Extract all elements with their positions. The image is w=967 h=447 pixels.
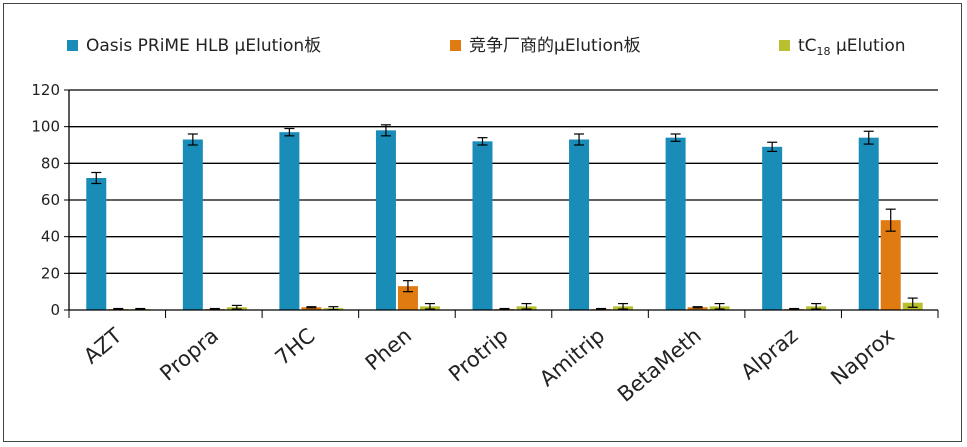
x-tick-label: Phen [361, 323, 416, 375]
bar [665, 137, 686, 310]
bars [86, 124, 923, 311]
x-tick-label: Naprox [826, 323, 899, 389]
legend-swatch [450, 40, 461, 51]
y-tick-label: 20 [41, 264, 60, 282]
bar [687, 307, 708, 310]
x-tick-label: 7HC [271, 323, 320, 370]
y-tick-label: 100 [31, 118, 60, 136]
legend-label: tC18 μElution [798, 36, 906, 58]
x-tick-label: Alpraz [736, 323, 802, 384]
x-tick-label: Protrip [444, 323, 513, 386]
x-tick-label: BetaMeth [613, 323, 706, 406]
bar [472, 141, 493, 310]
y-tick-label: 120 [31, 81, 60, 99]
x-tick-label: Propra [155, 323, 223, 385]
bar [880, 220, 901, 310]
legend-label: Oasis PRiME HLB μElution板 [86, 36, 321, 56]
y-tick-label: 40 [41, 228, 60, 246]
legend-label: 竞争厂商的μElution板 [469, 36, 641, 56]
y-tick-label: 0 [50, 301, 60, 319]
bar-chart: Oasis PRiME HLB μElution板 竞争厂商的μElution板 t… [31, 36, 939, 407]
bar [182, 139, 203, 310]
bar [375, 130, 396, 310]
x-tick-label: Amitrip [535, 323, 609, 391]
chart-frame: Oasis PRiME HLB μElution板 竞争厂商的μElution板 t… [3, 3, 962, 442]
y-tick-label: 80 [41, 154, 60, 172]
bar [569, 139, 590, 310]
bar [86, 178, 107, 310]
y-tick-label: 60 [41, 191, 60, 209]
bar [301, 307, 322, 310]
x-tick-label: AZT [79, 323, 126, 368]
legend-swatch [67, 40, 78, 51]
legend-swatch [779, 40, 790, 51]
axes [64, 89, 939, 318]
bar [279, 132, 300, 310]
bar [762, 146, 783, 310]
gridlines [69, 89, 938, 274]
legend: Oasis PRiME HLB μElution板 竞争厂商的μElution板 t… [67, 36, 906, 58]
bar [858, 137, 879, 310]
